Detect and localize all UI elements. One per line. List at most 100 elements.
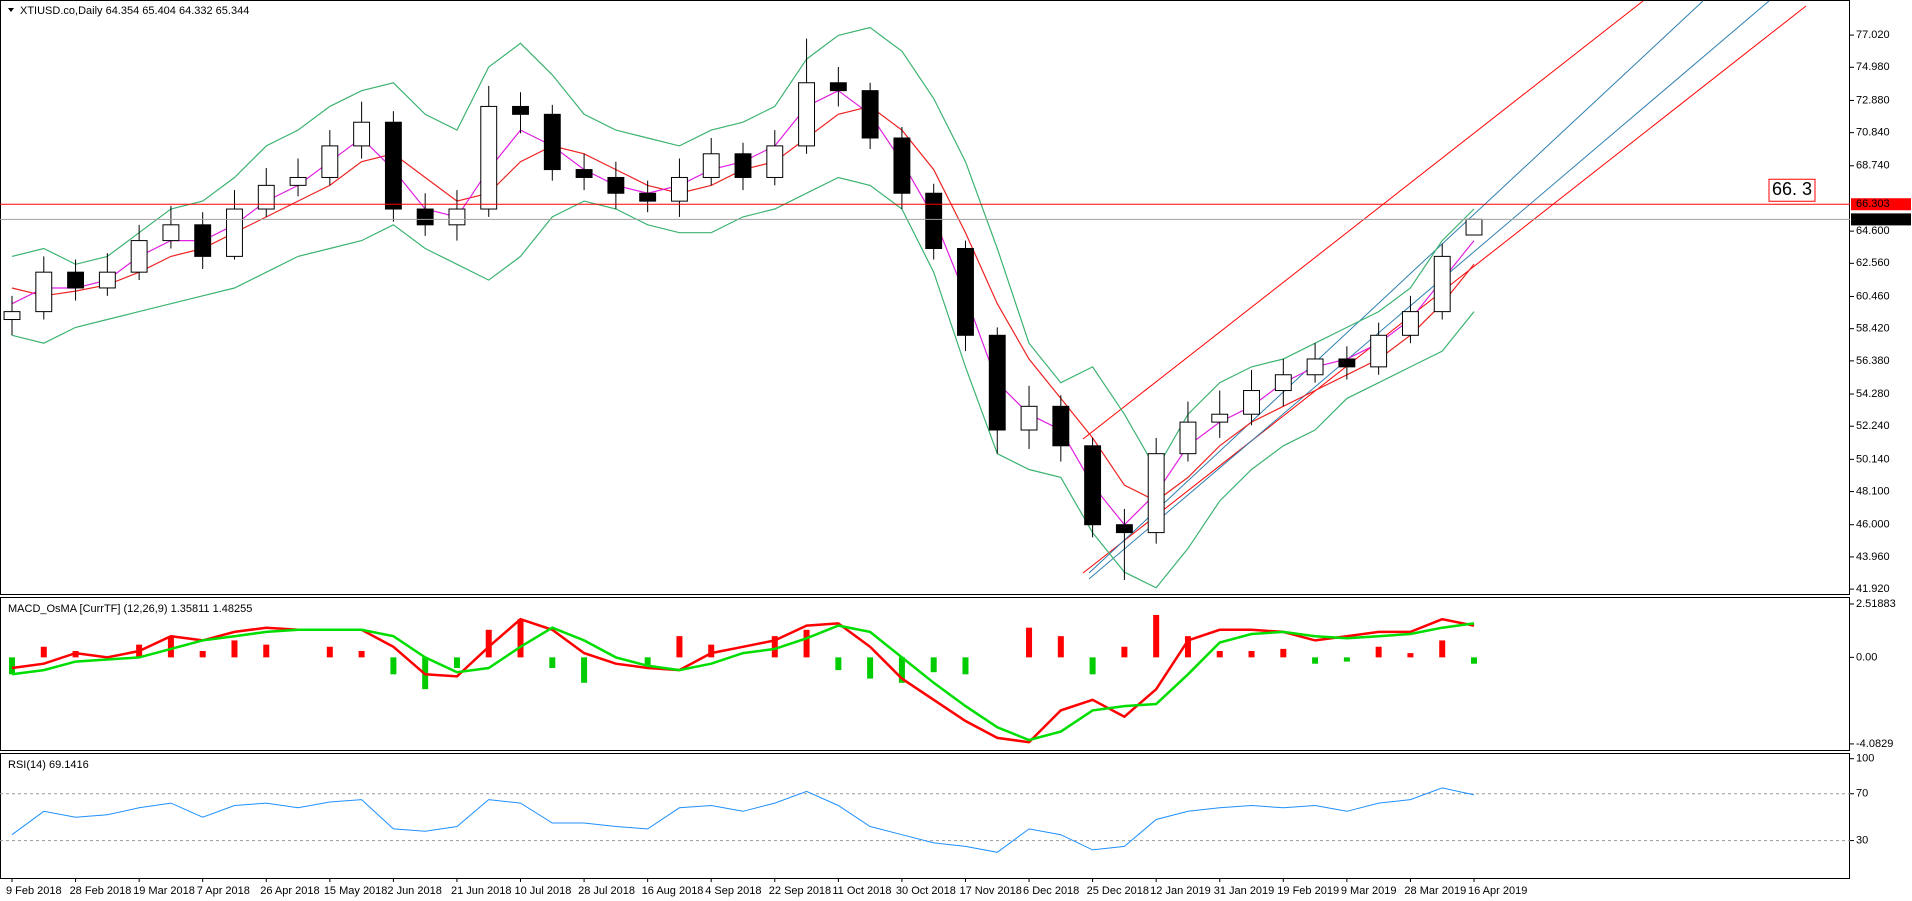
price-label: 66.303 <box>1856 198 1890 210</box>
osma-bar <box>1121 646 1128 658</box>
x-tick-label: 28 Jul 2018 <box>578 885 635 897</box>
candle-body <box>257 184 275 210</box>
candle-body <box>1147 453 1165 534</box>
y-tick-label: 30 <box>1856 834 1868 846</box>
y-tick-label: 0.00 <box>1856 651 1877 663</box>
x-tick-label: 22 Sep 2018 <box>769 885 831 897</box>
candle-body <box>1465 218 1483 236</box>
x-tick-label: 25 Dec 2018 <box>1087 885 1149 897</box>
osma-bar <box>898 657 905 683</box>
osma-bar <box>930 657 937 673</box>
main-panel-frame <box>0 0 1850 595</box>
candle-body <box>829 82 847 92</box>
price-label-bg <box>1851 213 1911 226</box>
candle-body <box>353 121 371 147</box>
y-tick-label: 54.280 <box>1856 388 1890 400</box>
candle-body <box>321 145 339 178</box>
y-tick-label: 50.140 <box>1856 453 1890 465</box>
x-tick-label: 16 Apr 2019 <box>1468 885 1527 897</box>
x-tick-label: 15 May 2018 <box>324 885 388 897</box>
x-tick-label: 4 Sep 2018 <box>705 885 761 897</box>
osma-bar <box>1471 657 1477 664</box>
candle-body <box>162 224 180 242</box>
candle-body <box>3 311 21 321</box>
candle-body <box>1401 311 1419 336</box>
candle-body <box>384 121 402 210</box>
candle-body <box>1243 390 1260 415</box>
candle-body <box>575 169 593 178</box>
osma-bar <box>644 657 651 668</box>
y-tick-label: 74.980 <box>1856 61 1890 73</box>
candle-body <box>639 192 657 202</box>
x-tick-label: 19 Mar 2018 <box>133 885 195 897</box>
candle-body <box>1052 405 1070 447</box>
osma-bar <box>390 657 397 675</box>
rsi-title: RSI(14) 69.1416 <box>8 759 89 771</box>
osma-bar <box>231 640 238 658</box>
candle-body <box>98 271 116 289</box>
y-tick-label: 72.880 <box>1856 94 1890 106</box>
channel-line <box>1088 0 1704 574</box>
candle-body <box>670 176 688 202</box>
candle-body <box>416 208 434 226</box>
macd-line <box>11 622 1475 742</box>
candle-body <box>1370 334 1388 368</box>
osma-bar <box>1057 636 1064 658</box>
candle-body <box>925 192 943 249</box>
osma-bar <box>1375 646 1382 658</box>
osma-bar <box>263 644 270 658</box>
x-tick-label: 26 Apr 2018 <box>260 885 319 897</box>
osma-bar <box>517 619 524 658</box>
x-tick-label: 6 Dec 2018 <box>1023 885 1079 897</box>
osma-bar <box>1280 648 1287 658</box>
candle-body <box>734 153 752 178</box>
y-tick-label: 100 <box>1856 753 1874 765</box>
osma-bar <box>676 636 683 658</box>
candle-body <box>1179 421 1197 455</box>
osma-bar <box>453 657 460 668</box>
osma-bar <box>867 657 874 679</box>
candle-body <box>702 153 720 178</box>
osma-bar <box>1184 636 1191 658</box>
y-tick-label: 58.420 <box>1856 323 1890 335</box>
y-tick-label: 41.920 <box>1856 583 1890 595</box>
candle-body <box>988 334 1006 431</box>
macd-title: MACD_OsMA [CurrTF] (12,26,9) 1.35811 1.4… <box>8 603 252 615</box>
y-tick-label: 52.240 <box>1856 420 1890 432</box>
macd-line <box>11 617 1475 744</box>
x-tick-label: 9 Feb 2018 <box>6 885 62 897</box>
x-tick-label: 11 Oct 2018 <box>832 885 891 897</box>
candle-body <box>289 176 307 186</box>
osma-bar <box>1026 627 1033 658</box>
macd-panel-frame <box>0 597 1850 751</box>
candle-body <box>194 224 212 257</box>
osma-bar <box>1407 653 1414 658</box>
osma-bar <box>358 650 365 658</box>
y-tick-label: 70 <box>1856 788 1868 800</box>
osma-bar <box>1343 657 1350 662</box>
candle-body <box>798 82 816 147</box>
candle-body <box>1433 255 1451 313</box>
y-tick-label: 77.020 <box>1856 29 1890 41</box>
candle-body <box>1211 413 1229 423</box>
candle-body <box>67 271 85 289</box>
candle-body <box>1338 358 1356 368</box>
x-tick-label: 12 Jan 2019 <box>1150 885 1211 897</box>
channel-line <box>1082 0 1644 440</box>
candle-body <box>893 137 911 194</box>
osma-bar <box>1216 650 1223 658</box>
candle-body <box>35 271 53 313</box>
x-tick-label: 28 Mar 2019 <box>1404 885 1466 897</box>
chart-title: XTIUSD.co,Daily 64.354 65.404 64.332 65.… <box>20 5 249 17</box>
osma-bar <box>581 657 588 683</box>
candle-body <box>607 176 625 194</box>
indicator-line <box>11 26 1475 471</box>
y-tick-label: 46.000 <box>1856 519 1890 531</box>
candle-body <box>1306 358 1324 376</box>
candle-body <box>861 90 879 139</box>
x-tick-label: 16 Aug 2018 <box>642 885 704 897</box>
rsi-line <box>11 787 1475 853</box>
candle-body <box>512 105 529 115</box>
candle-body <box>1020 405 1038 431</box>
